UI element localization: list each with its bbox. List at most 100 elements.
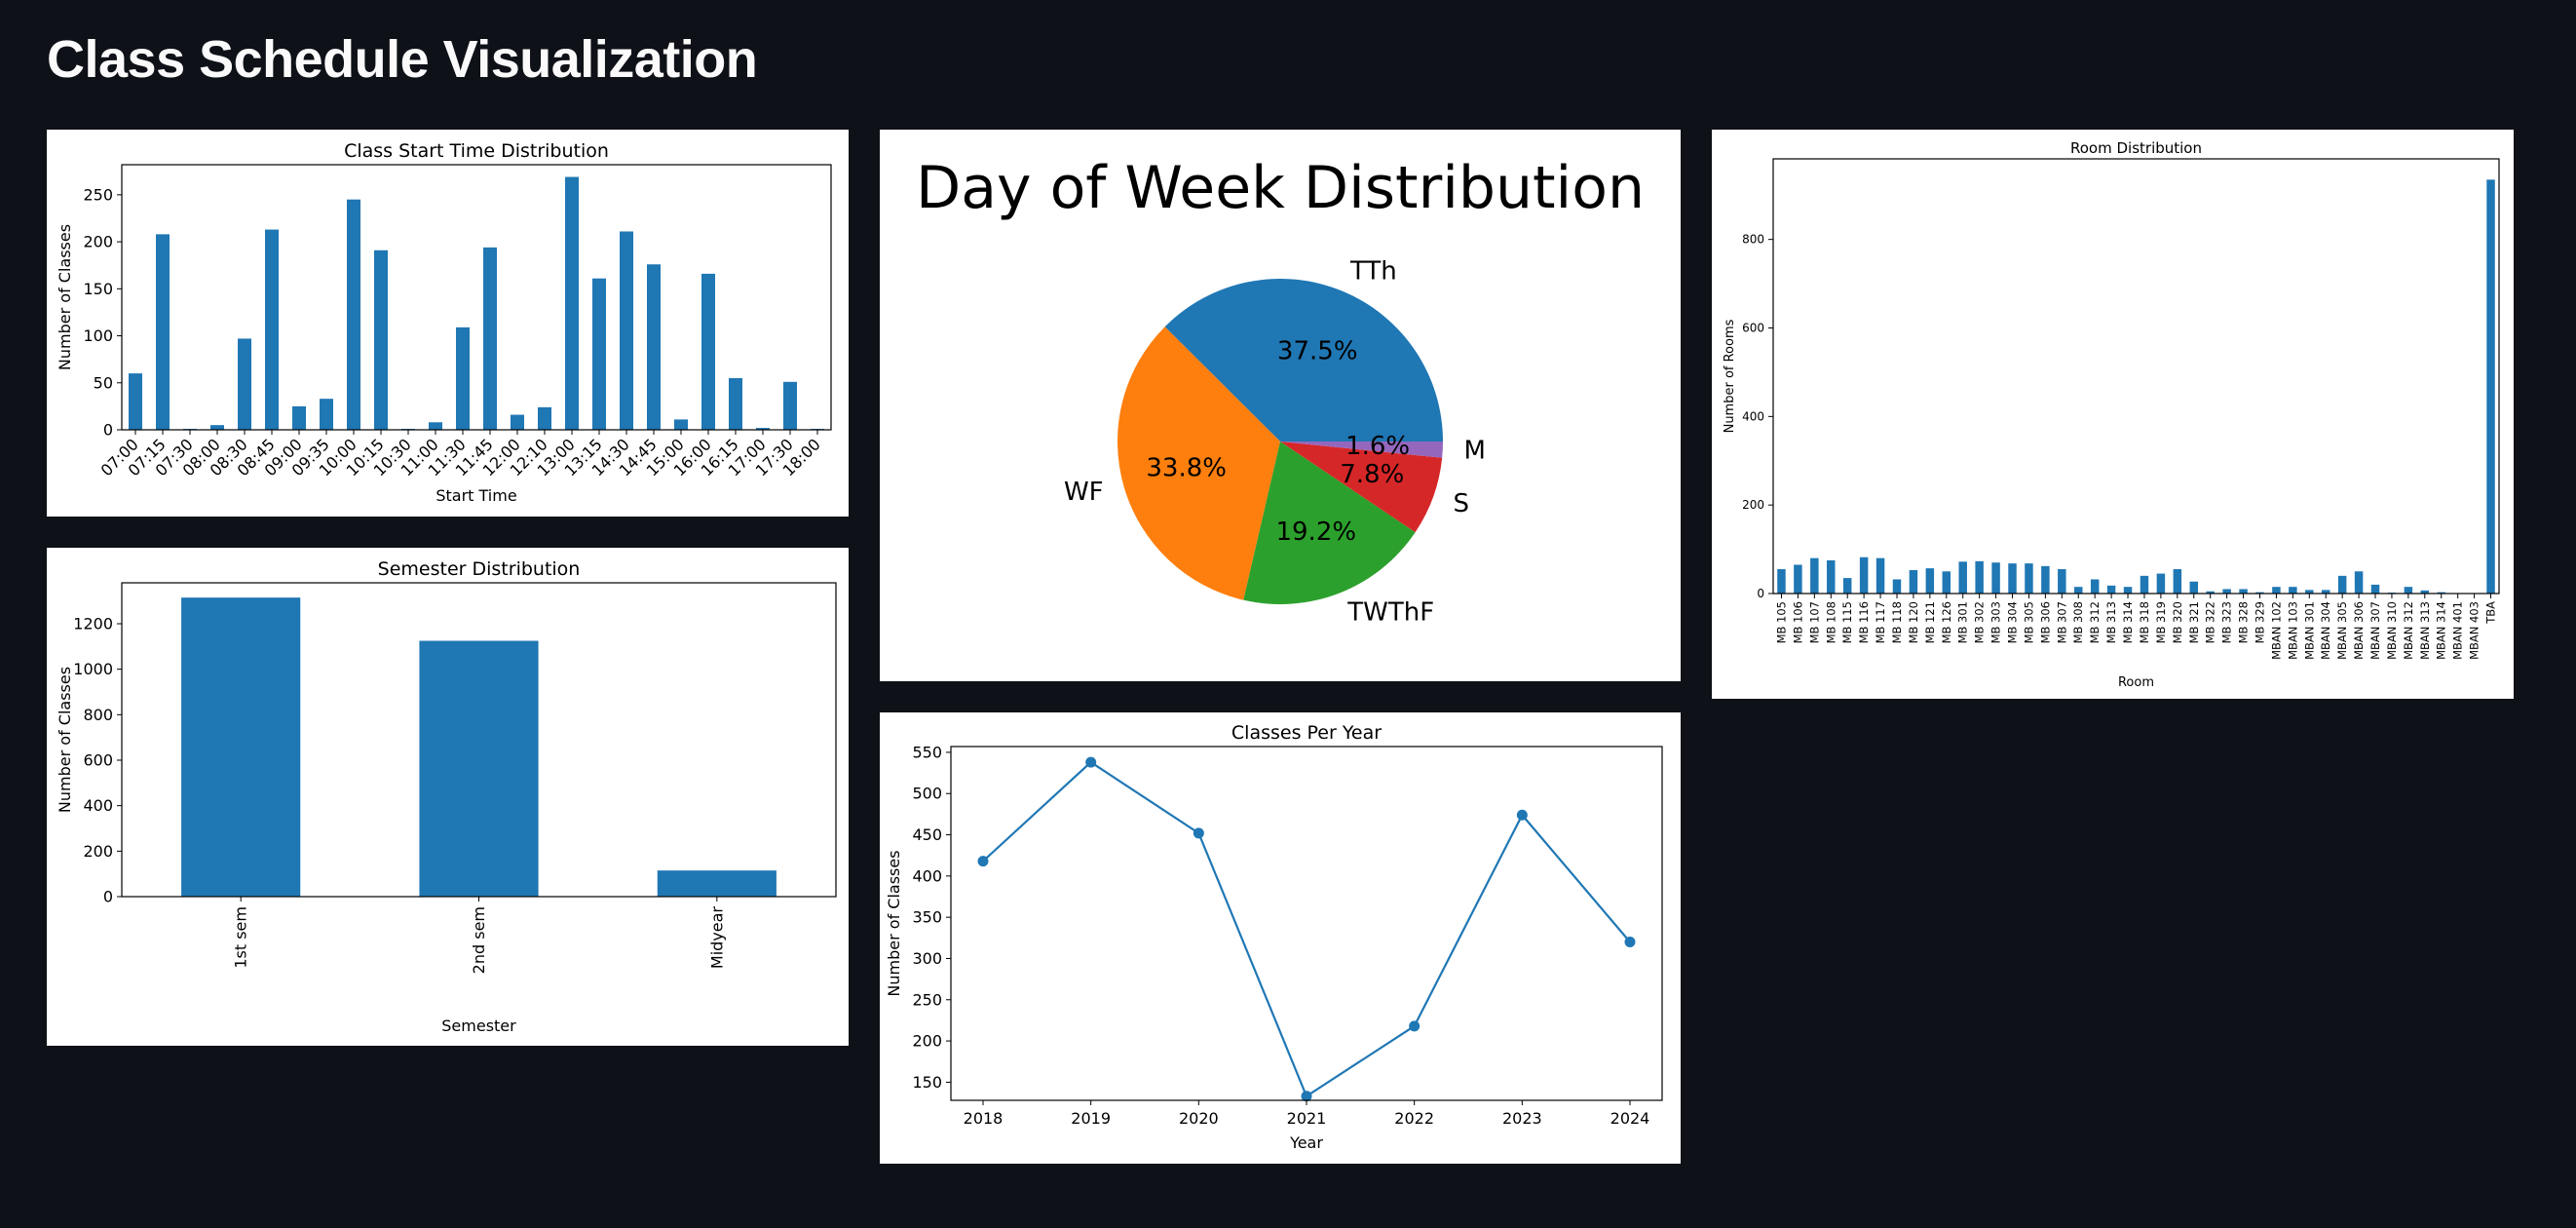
chart-title: Semester Distribution bbox=[378, 558, 581, 580]
y-tick-label: 150 bbox=[912, 1073, 942, 1092]
bar bbox=[129, 373, 142, 430]
bar bbox=[2437, 592, 2445, 594]
series-line bbox=[982, 760, 1631, 1098]
x-tick-label: 2021 bbox=[1287, 1109, 1327, 1128]
pie-slice bbox=[1164, 279, 1443, 441]
y-tick-label: 400 bbox=[83, 796, 113, 815]
x-tick-label: 2022 bbox=[1394, 1109, 1434, 1128]
x-tick-label: MB 126 bbox=[1940, 601, 1953, 643]
bar bbox=[210, 425, 224, 430]
y-tick-label: 100 bbox=[83, 326, 113, 345]
data-point bbox=[1516, 809, 1528, 821]
start-time-bar-chart: Class Start Time Distribution07:0007:150… bbox=[56, 140, 832, 505]
x-tick-label: MB 116 bbox=[1857, 601, 1871, 643]
data-point bbox=[1409, 1020, 1421, 1032]
bar bbox=[592, 278, 606, 430]
y-tick-label: 450 bbox=[912, 825, 942, 844]
bar bbox=[2354, 571, 2364, 594]
bar bbox=[2420, 590, 2430, 594]
bar bbox=[1942, 571, 1951, 594]
y-tick-label: 1000 bbox=[73, 660, 113, 678]
x-tick-label: MB 120 bbox=[1907, 601, 1920, 643]
bar bbox=[2321, 590, 2330, 594]
x-tick-label: MB 301 bbox=[1956, 601, 1970, 643]
y-tick-label: 400 bbox=[912, 866, 942, 885]
y-tick-label: 500 bbox=[912, 785, 942, 803]
x-tick-label: 1st sem bbox=[232, 906, 250, 969]
bar bbox=[2058, 569, 2066, 594]
x-tick-label: MB 303 bbox=[1989, 601, 2003, 643]
bar bbox=[2370, 584, 2380, 594]
bar bbox=[2106, 585, 2116, 594]
bar bbox=[2008, 563, 2017, 594]
x-tick-label: MB 305 bbox=[2022, 601, 2035, 643]
x-tick-label: MBAN 102 bbox=[2269, 601, 2283, 660]
x-tick-label: MBAN 313 bbox=[2418, 601, 2432, 660]
room-chart-panel: Room Distribution MB 105 MB 106 MB 107 MB 10… bbox=[1712, 130, 2514, 699]
x-tick-label: 2023 bbox=[1502, 1109, 1542, 1128]
y-tick-label: 600 bbox=[1742, 321, 1764, 334]
bar bbox=[292, 405, 306, 430]
bar bbox=[565, 176, 579, 430]
bar bbox=[2025, 563, 2033, 594]
slice-percent: 7.8% bbox=[1340, 460, 1404, 489]
y-tick-label: 600 bbox=[83, 751, 113, 770]
bar bbox=[1925, 568, 1935, 594]
day-of-week-pie-chart: Day of Week Distribution TTh 37.5% WF 33.8% T… bbox=[916, 154, 1645, 628]
x-tick-label: MB 306 bbox=[2038, 601, 2052, 643]
x-tick-label: MB 117 bbox=[1874, 601, 1887, 643]
x-tick-label: TBA bbox=[2484, 601, 2498, 625]
bar bbox=[2272, 587, 2281, 594]
bar bbox=[2404, 587, 2413, 594]
y-axis-title: Number of Classes bbox=[885, 850, 903, 996]
y-tick-label: 150 bbox=[83, 280, 113, 298]
x-tick-label: MBAN 314 bbox=[2435, 601, 2448, 660]
data-point bbox=[1085, 756, 1097, 768]
x-tick-label: Midyear bbox=[707, 906, 726, 970]
pie-slice bbox=[1243, 441, 1416, 604]
bar bbox=[2090, 579, 2100, 594]
bar bbox=[419, 640, 539, 897]
slice-label: TWThF bbox=[1346, 598, 1434, 628]
bar bbox=[347, 199, 360, 430]
bar bbox=[729, 377, 742, 430]
y-tick-label: 200 bbox=[83, 233, 113, 251]
bar bbox=[647, 264, 661, 430]
pie-slice bbox=[1280, 441, 1443, 533]
bar bbox=[620, 231, 633, 430]
page-title: Class Schedule Visualization bbox=[47, 30, 758, 89]
slice-percent: 1.6% bbox=[1345, 432, 1410, 461]
bar bbox=[2337, 575, 2347, 594]
x-tick-label: MB 318 bbox=[2138, 601, 2151, 643]
x-tick-label: MB 108 bbox=[1824, 601, 1837, 643]
y-tick-label: 800 bbox=[1742, 233, 1764, 247]
classes-per-year-line-chart: Classes Per Year 2018 2019 2020 2021 2022 2023… bbox=[885, 722, 1663, 1152]
x-tick-label: MB 106 bbox=[1791, 601, 1804, 643]
x-tick-label: MB 302 bbox=[1973, 601, 1987, 643]
bar bbox=[483, 247, 497, 430]
y-tick-label: 0 bbox=[103, 421, 113, 440]
y-axis-title: Number of Classes bbox=[56, 667, 74, 813]
data-point bbox=[1301, 1091, 1312, 1102]
bar bbox=[783, 381, 797, 430]
x-tick-label: MB 118 bbox=[1890, 601, 1904, 643]
x-tick-label: MB 313 bbox=[2104, 601, 2118, 643]
y-tick-label: 250 bbox=[83, 185, 113, 204]
x-tick-label: MBAN 305 bbox=[2335, 601, 2349, 660]
x-tick-label: MB 308 bbox=[2071, 601, 2085, 643]
y-tick-label: 0 bbox=[1757, 587, 1764, 600]
x-tick-label: MBAN 306 bbox=[2352, 601, 2366, 660]
bar bbox=[1794, 564, 1802, 594]
x-axis-title: Year bbox=[1289, 1133, 1323, 1152]
classes-per-year-chart-panel: Classes Per Year 2018 2019 2020 2021 2022 2023… bbox=[880, 712, 1681, 1164]
x-tick-label: MB 107 bbox=[1807, 601, 1821, 643]
bar bbox=[674, 419, 688, 430]
x-tick-label: MB 115 bbox=[1840, 601, 1854, 643]
chart-title: Classes Per Year bbox=[1231, 722, 1382, 744]
bar bbox=[181, 597, 301, 897]
y-tick-label: 200 bbox=[912, 1032, 942, 1051]
y-tick-label: 0 bbox=[103, 888, 113, 906]
y-tick-label: 550 bbox=[912, 743, 942, 761]
plot-frame bbox=[121, 582, 837, 898]
x-tick-label: MBAN 312 bbox=[2402, 601, 2415, 660]
